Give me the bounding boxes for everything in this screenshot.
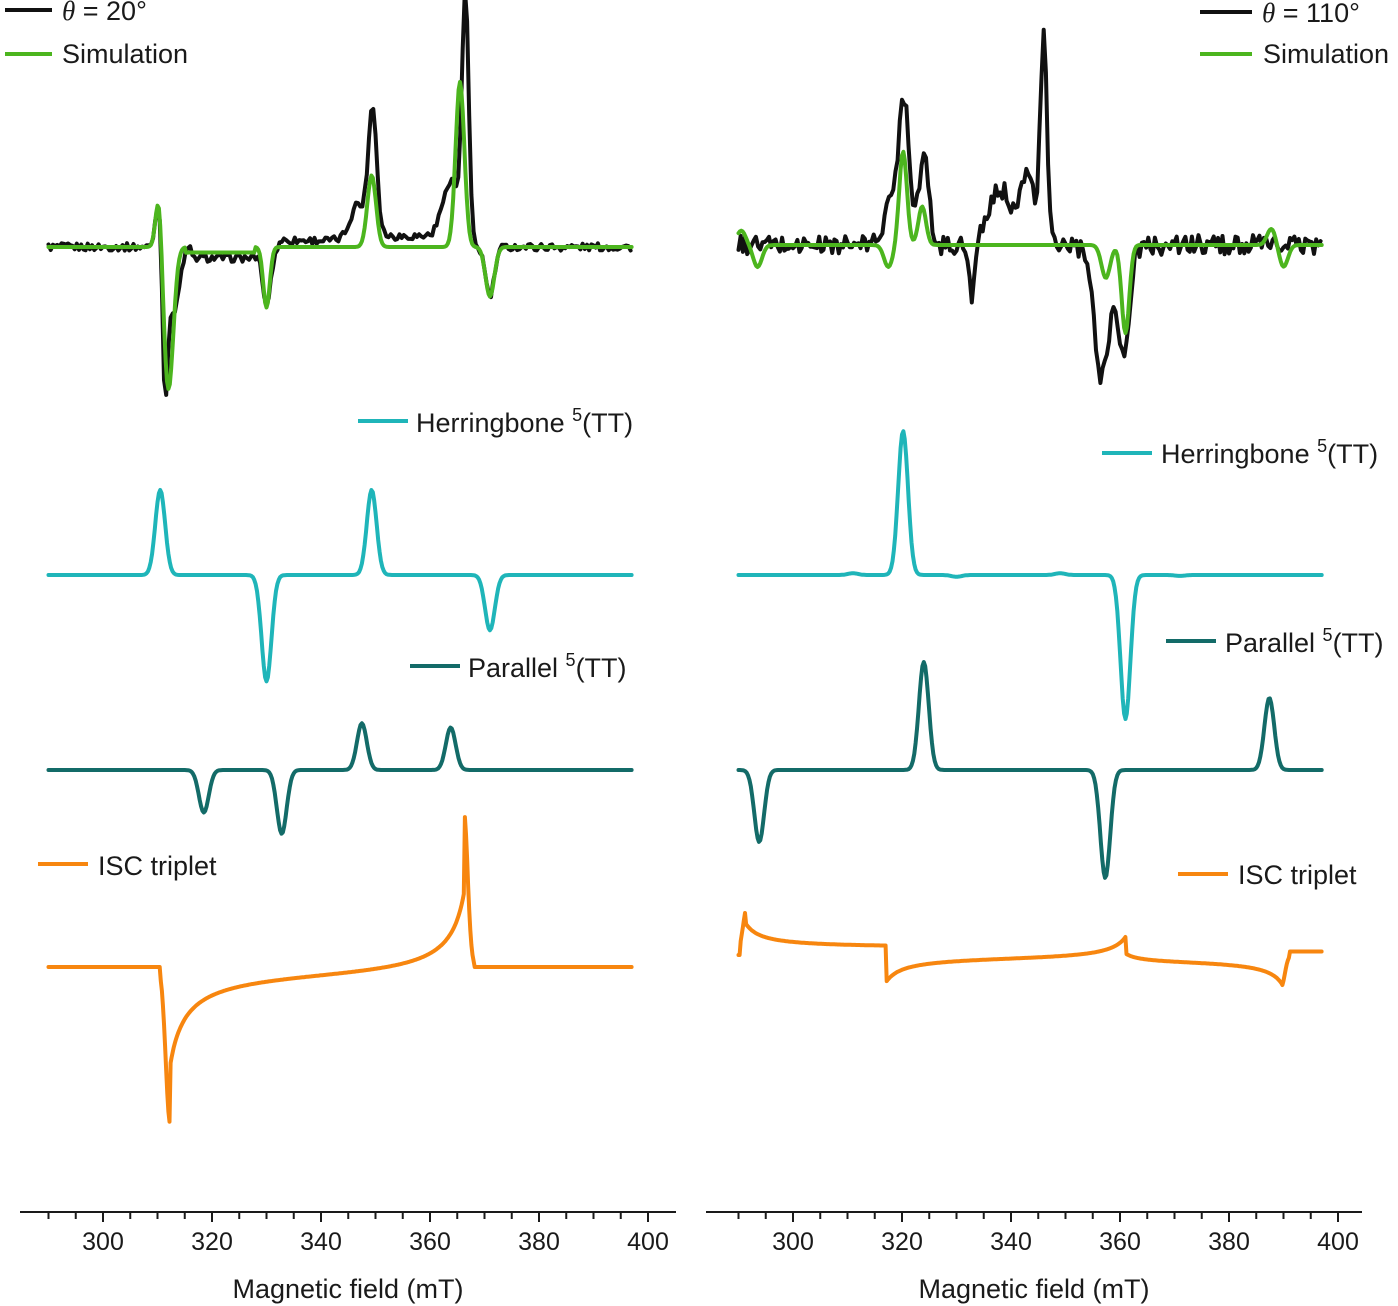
right-legend-parallel-label: Parallel 5(TT) (1225, 625, 1384, 658)
right-tick-label-320: 320 (881, 1228, 923, 1256)
right-herringbone-line (736, 429, 1324, 721)
left-legend-parallel-label: Parallel 5(TT) (468, 650, 627, 683)
left-legend-experiment-label: θ = 20° (62, 0, 147, 26)
right-experiment-line (736, 27, 1323, 385)
right-legend-isc: ISC triplet (1178, 860, 1357, 890)
left-simulation-line (46, 80, 634, 391)
right-x-axis: 300 320 340 360 380 400 Magnetic field (… (706, 1211, 1362, 1304)
left-isc-line (46, 815, 634, 1124)
left-tick-label-300: 300 (82, 1228, 124, 1256)
left-parallel-line (46, 721, 634, 836)
right-legend-herringbone-label: Herringbone 5(TT) (1161, 436, 1378, 469)
right-traces (736, 27, 1324, 987)
right-x-axis-title: Magnetic field (mT) (918, 1274, 1149, 1304)
right-legend-experiment-label: θ = 110° (1262, 0, 1360, 28)
left-legend-simulation: Simulation (5, 39, 188, 69)
right-legend-herringbone: Herringbone 5(TT) (1102, 436, 1378, 469)
left-x-ticks (47, 1212, 649, 1222)
left-traces (46, 0, 634, 1124)
left-legend-isc: ISC triplet (38, 851, 217, 881)
right-tick-label-380: 380 (1208, 1228, 1250, 1256)
left-legend-parallel: Parallel 5(TT) (410, 650, 627, 683)
right-x-ticks (737, 1212, 1339, 1222)
right-legend-simulation: Simulation (1200, 39, 1389, 69)
right-parallel-line (736, 660, 1324, 880)
left-tick-label-320: 320 (191, 1228, 233, 1256)
right-tick-label-300: 300 (772, 1228, 814, 1256)
left-herringbone-line (46, 488, 634, 684)
left-legend-isc-label: ISC triplet (98, 851, 217, 881)
right-legend-simulation-label: Simulation (1263, 39, 1389, 69)
right-tick-label-360: 360 (1099, 1228, 1141, 1256)
right-simulation-line (736, 149, 1324, 335)
left-legend-experiment: θ = 20° (5, 0, 147, 26)
left-panel: θ = 20° Simulation Herringbone 5(TT) Par… (5, 0, 676, 1304)
right-panel: θ = 110° Simulation Herringbone 5(TT) Pa… (706, 0, 1389, 1304)
left-tick-label-380: 380 (518, 1228, 560, 1256)
right-legend-experiment: θ = 110° (1200, 0, 1360, 28)
left-legend-herringbone: Herringbone 5(TT) (358, 405, 633, 438)
left-x-axis: 300 320 340 360 380 400 Magnetic field (… (20, 1211, 676, 1304)
left-x-axis-title: Magnetic field (mT) (232, 1274, 463, 1304)
left-tick-label-360: 360 (409, 1228, 451, 1256)
left-tick-label-400: 400 (627, 1228, 669, 1256)
right-tick-label-400: 400 (1317, 1228, 1359, 1256)
left-legend-simulation-label: Simulation (62, 39, 188, 69)
right-legend-parallel: Parallel 5(TT) (1166, 625, 1384, 658)
left-legend-herringbone-label: Herringbone 5(TT) (416, 405, 633, 438)
left-tick-label-340: 340 (300, 1228, 342, 1256)
right-legend-isc-label: ISC triplet (1238, 860, 1357, 890)
right-tick-label-340: 340 (990, 1228, 1032, 1256)
right-isc-line (736, 911, 1324, 987)
